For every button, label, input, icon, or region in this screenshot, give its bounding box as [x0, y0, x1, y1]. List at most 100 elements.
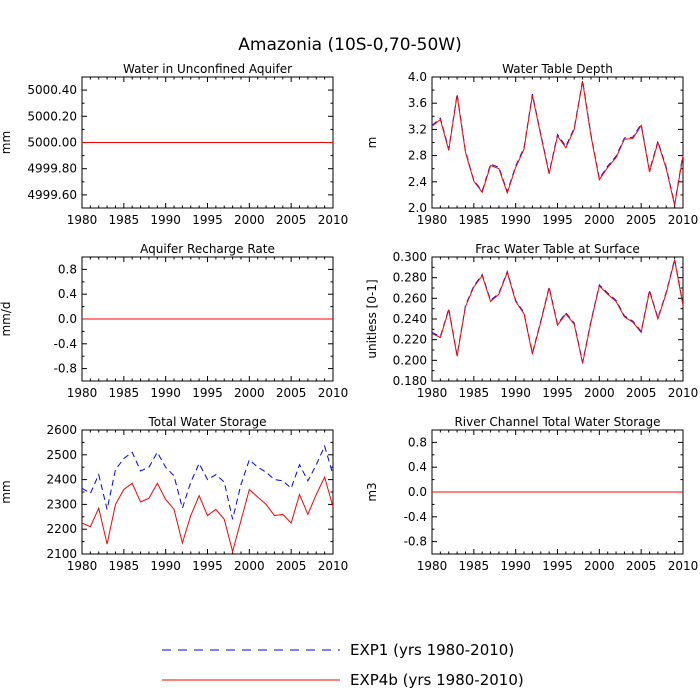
y-tick-label: -0.4 — [404, 510, 427, 524]
x-tick-label: 2005 — [626, 559, 657, 573]
y-axis-label: mm — [0, 131, 13, 154]
legend: EXP1 (yrs 1980-2010) EXP4b (yrs 1980-201… — [162, 641, 524, 689]
x-tick-label: 2005 — [626, 386, 657, 400]
y-tick-label: 2.0 — [408, 201, 427, 215]
x-tick-label: 1995 — [542, 213, 573, 227]
y-tick-label: 0.0 — [58, 312, 77, 326]
legend-label-exp4b: EXP4b (yrs 1980-2010) — [350, 671, 524, 689]
x-tick-label: 2005 — [276, 559, 307, 573]
series-line-exp1 — [431, 80, 684, 205]
x-tick-label: 2005 — [626, 213, 657, 227]
x-tick-label: 1995 — [542, 386, 573, 400]
y-tick-label: -0.8 — [404, 535, 427, 549]
series-line-exp4b — [431, 81, 684, 206]
plot-frame — [81, 429, 334, 555]
y-axis-label: unitless [0-1] — [365, 279, 379, 358]
y-tick-label: 5000.40 — [27, 83, 77, 97]
x-tick-label: 1985 — [109, 559, 140, 573]
x-tick-label: 1980 — [417, 386, 448, 400]
x-tick-label: 1980 — [417, 559, 448, 573]
x-tick-label: 1990 — [150, 386, 181, 400]
x-tick-label: 1980 — [67, 386, 98, 400]
y-axis-label: m — [365, 137, 379, 149]
y-tick-label: 2400 — [46, 473, 77, 487]
x-tick-label: 2000 — [584, 559, 615, 573]
x-tick-label: 2000 — [584, 213, 615, 227]
y-axis-label: mm — [0, 480, 13, 503]
x-tick-label: 2010 — [318, 559, 349, 573]
x-tick-label: 1995 — [192, 386, 223, 400]
x-tick-label: 2000 — [584, 386, 615, 400]
x-tick-label: 2010 — [318, 386, 349, 400]
x-tick-label: 1985 — [109, 386, 140, 400]
x-tick-label: 1990 — [500, 386, 531, 400]
panel-2: Water Table Depth m 1980 1985 1990 1995 2000 20… — [365, 62, 698, 227]
plot-frame — [431, 256, 684, 382]
x-tick-label: 2010 — [668, 213, 699, 227]
panel-title: Frac Water Table at Surface — [475, 242, 639, 256]
y-tick-label: 0.8 — [58, 262, 77, 276]
x-tick-label: 2005 — [276, 213, 307, 227]
y-tick-label: 0.8 — [408, 435, 427, 449]
y-tick-label: -0.8 — [54, 362, 77, 376]
x-tick-label: 1990 — [150, 213, 181, 227]
panel-title: Water Table Depth — [502, 62, 613, 76]
x-tick-label: 2000 — [234, 386, 265, 400]
x-tick-label: 1985 — [459, 386, 490, 400]
y-tick-label: 2.8 — [408, 149, 427, 163]
x-tick-label: 2005 — [276, 386, 307, 400]
x-tick-label: 1990 — [500, 213, 531, 227]
y-tick-label: 4.0 — [408, 70, 427, 84]
panel-title: Total Water Storage — [147, 415, 266, 429]
x-tick-label: 1990 — [500, 559, 531, 573]
y-tick-label: 4999.60 — [27, 188, 77, 202]
y-tick-label: 0.240 — [393, 312, 427, 326]
x-tick-label: 1985 — [459, 559, 490, 573]
y-tick-label: 0.0 — [408, 485, 427, 499]
panel-3: Aquifer Recharge Rate mm/d 1980 1985 1990 199… — [0, 242, 348, 400]
plot-frame — [431, 76, 684, 209]
panels: Water in Unconfined Aquifer mm 1980 1985 199… — [0, 62, 698, 573]
y-axis-label: m3 — [365, 482, 379, 501]
y-tick-label: 2.4 — [408, 175, 427, 189]
x-tick-label: 1995 — [192, 559, 223, 573]
y-tick-label: 3.6 — [408, 96, 427, 110]
y-tick-label: 2200 — [46, 522, 77, 536]
y-tick-label: 5000.00 — [27, 136, 77, 150]
y-tick-label: 0.260 — [393, 291, 427, 305]
panel-6: River Channel Total Water Storage m3 1980 1… — [365, 415, 698, 573]
y-tick-label: 4999.80 — [27, 162, 77, 176]
panel-title: Water in Unconfined Aquifer — [123, 62, 292, 76]
panel-title: Aquifer Recharge Rate — [140, 242, 275, 256]
y-tick-label: 3.2 — [408, 122, 427, 136]
y-tick-label: 0.200 — [393, 353, 427, 367]
x-tick-label: 1990 — [150, 559, 181, 573]
x-tick-label: 1980 — [67, 213, 98, 227]
y-tick-label: 0.4 — [408, 460, 427, 474]
legend-label-exp1: EXP1 (yrs 1980-2010) — [350, 641, 514, 659]
x-tick-label: 2010 — [318, 213, 349, 227]
y-tick-label: 2300 — [46, 497, 77, 511]
y-tick-label: 0.300 — [393, 250, 427, 264]
x-tick-label: 1995 — [542, 559, 573, 573]
panel-1: Water in Unconfined Aquifer mm 1980 1985 199… — [0, 62, 348, 227]
x-tick-label: 1985 — [109, 213, 140, 227]
x-tick-label: 1985 — [459, 213, 490, 227]
panel-4: Frac Water Table at Surface unitless [0-1… — [365, 242, 698, 400]
x-tick-label: 2010 — [668, 386, 699, 400]
y-tick-label: 0.220 — [393, 333, 427, 347]
y-tick-label: 2100 — [46, 547, 77, 561]
x-tick-label: 2000 — [234, 559, 265, 573]
panel-5: Total Water Storage mm 1980 1985 1990 1995 200… — [0, 415, 348, 573]
y-tick-label: 0.4 — [58, 287, 77, 301]
x-tick-label: 1980 — [67, 559, 98, 573]
y-tick-label: 5000.20 — [27, 109, 77, 123]
x-tick-label: 2000 — [234, 213, 265, 227]
y-tick-label: 2600 — [46, 423, 77, 437]
series-line-exp1 — [81, 444, 334, 520]
y-tick-label: 0.280 — [393, 271, 427, 285]
x-tick-label: 2010 — [668, 559, 699, 573]
x-tick-label: 1995 — [192, 213, 223, 227]
y-tick-label: -0.4 — [54, 337, 77, 351]
